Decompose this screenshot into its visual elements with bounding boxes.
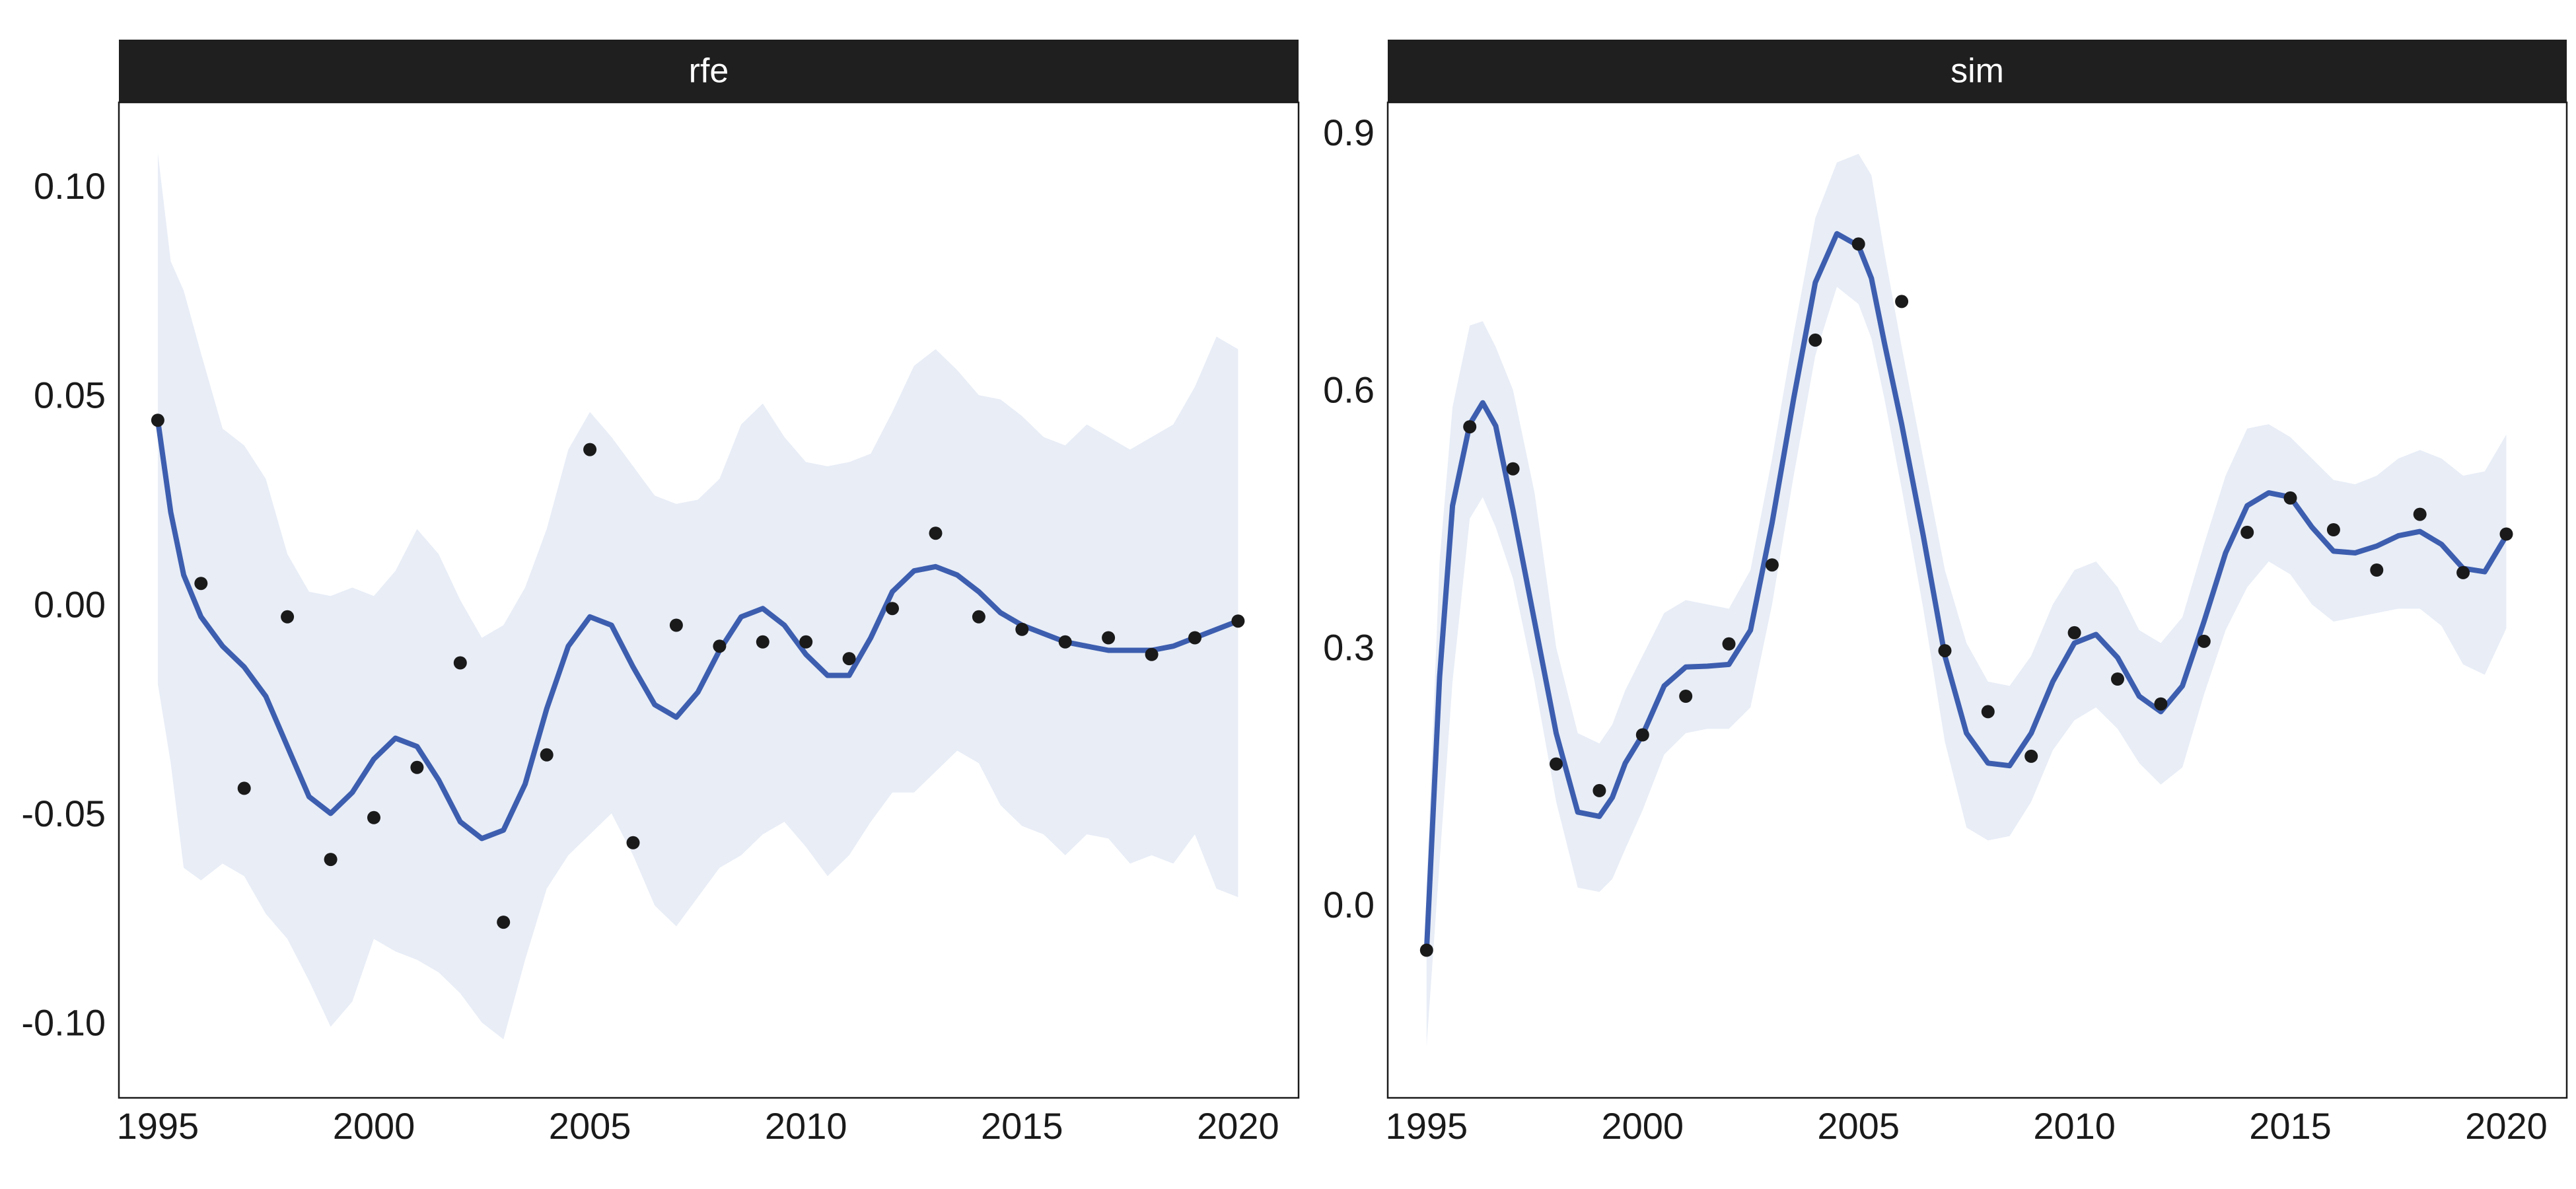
data-point (1015, 622, 1029, 636)
panel-border-rfe (118, 101, 1300, 1099)
data-point (2456, 565, 2470, 579)
panel-sim: sim 0.9 0.6 0.3 0.0 1995 2000 2005 2010 2015 202… (1323, 40, 2568, 1147)
data-point (2067, 626, 2081, 639)
data-point (237, 781, 251, 795)
data-point (2370, 563, 2384, 577)
data-point (1188, 631, 1201, 645)
x-tick-label: 2020 (2465, 1105, 2548, 1147)
strip-sim (1388, 40, 2567, 102)
data-point (2413, 507, 2427, 521)
data-point (1981, 705, 1995, 719)
data-point (2024, 749, 2038, 763)
data-point (540, 748, 554, 762)
data-point (1679, 690, 1693, 703)
strip-title-sim: sim (1950, 52, 2004, 90)
data-point (324, 853, 338, 867)
data-point (497, 916, 511, 929)
data-point (583, 443, 597, 456)
y-tick-label: -0.05 (21, 793, 106, 834)
data-point (1506, 462, 1520, 476)
plot-area-sim (1419, 153, 2513, 1047)
data-point (151, 414, 164, 427)
data-point (2283, 491, 2297, 505)
strip-title-rfe: rfe (689, 52, 729, 90)
x-tick-label: 2005 (549, 1105, 631, 1147)
x-axis-rfe: 1995 2000 2005 2010 2015 2020 (117, 1105, 1279, 1147)
x-tick-label: 2005 (1817, 1105, 1900, 1147)
y-tick-label: 0.3 (1323, 626, 1375, 668)
data-point (453, 656, 467, 670)
x-tick-label: 1995 (117, 1105, 199, 1147)
x-tick-label: 2000 (1601, 1105, 1684, 1147)
data-point (2197, 634, 2211, 648)
y-tick-label: 0.00 (34, 583, 106, 625)
data-point (1463, 420, 1477, 434)
data-point (972, 610, 985, 624)
data-point (1808, 333, 1822, 347)
data-point (194, 577, 208, 591)
data-point (1145, 647, 1159, 661)
data-point (713, 639, 727, 653)
strip-rfe (119, 40, 1299, 102)
data-point (1635, 728, 1649, 742)
data-point (367, 811, 380, 824)
data-point (2499, 527, 2513, 541)
panel-rfe: rfe 0.10 0.05 0.00 -0.05 -0.10 1995 2000 2005 2… (21, 40, 1300, 1147)
data-point (756, 635, 769, 649)
x-tick-label: 1995 (1386, 1105, 1468, 1147)
data-point (1058, 635, 1072, 649)
confidence-ribbon (1426, 153, 2507, 1047)
data-point (1765, 558, 1779, 572)
y-tick-label: 0.10 (34, 165, 106, 207)
confidence-ribbon (157, 153, 1238, 1040)
x-tick-label: 2015 (2249, 1105, 2332, 1147)
data-point (842, 652, 856, 666)
data-point (281, 610, 295, 624)
smooth-line (155, 417, 1241, 842)
x-tick-label: 2010 (2033, 1105, 2116, 1147)
data-point (1102, 631, 1116, 645)
data-point (1231, 614, 1245, 628)
y-axis-sim: 0.9 0.6 0.3 0.0 (1323, 112, 1375, 925)
data-point (886, 602, 899, 616)
data-point (2326, 523, 2340, 536)
smooth-line (1423, 231, 2509, 953)
data-point (1419, 943, 1433, 957)
plot-area-rfe (151, 153, 1245, 1040)
y-tick-label: 0.0 (1323, 884, 1375, 925)
data-point (1592, 783, 1606, 797)
data-point (1938, 644, 1952, 658)
data-point (1851, 237, 1865, 251)
panel-border-sim (1386, 101, 2568, 1099)
data-point (1895, 295, 1909, 308)
data-point (1550, 757, 1563, 771)
x-tick-label: 2000 (333, 1105, 415, 1147)
data-point (929, 526, 943, 540)
data-point (2154, 697, 2168, 711)
y-tick-label: 0.6 (1323, 369, 1375, 411)
x-tick-label: 2015 (981, 1105, 1063, 1147)
y-axis-rfe: 0.10 0.05 0.00 -0.05 -0.10 (21, 165, 106, 1043)
x-tick-label: 2020 (1197, 1105, 1279, 1147)
data-point (1722, 637, 1736, 651)
y-tick-label: 0.9 (1323, 112, 1375, 153)
data-point (669, 618, 683, 632)
y-tick-label: -0.10 (21, 1002, 106, 1044)
data-point (626, 836, 640, 849)
y-tick-label: 0.05 (34, 375, 106, 416)
x-axis-sim: 1995 2000 2005 2010 2015 2020 (1386, 1105, 2548, 1147)
data-point (2111, 672, 2124, 686)
data-point (799, 635, 813, 649)
data-point (2240, 525, 2254, 539)
x-tick-label: 2010 (765, 1105, 847, 1147)
data-point (410, 760, 424, 774)
